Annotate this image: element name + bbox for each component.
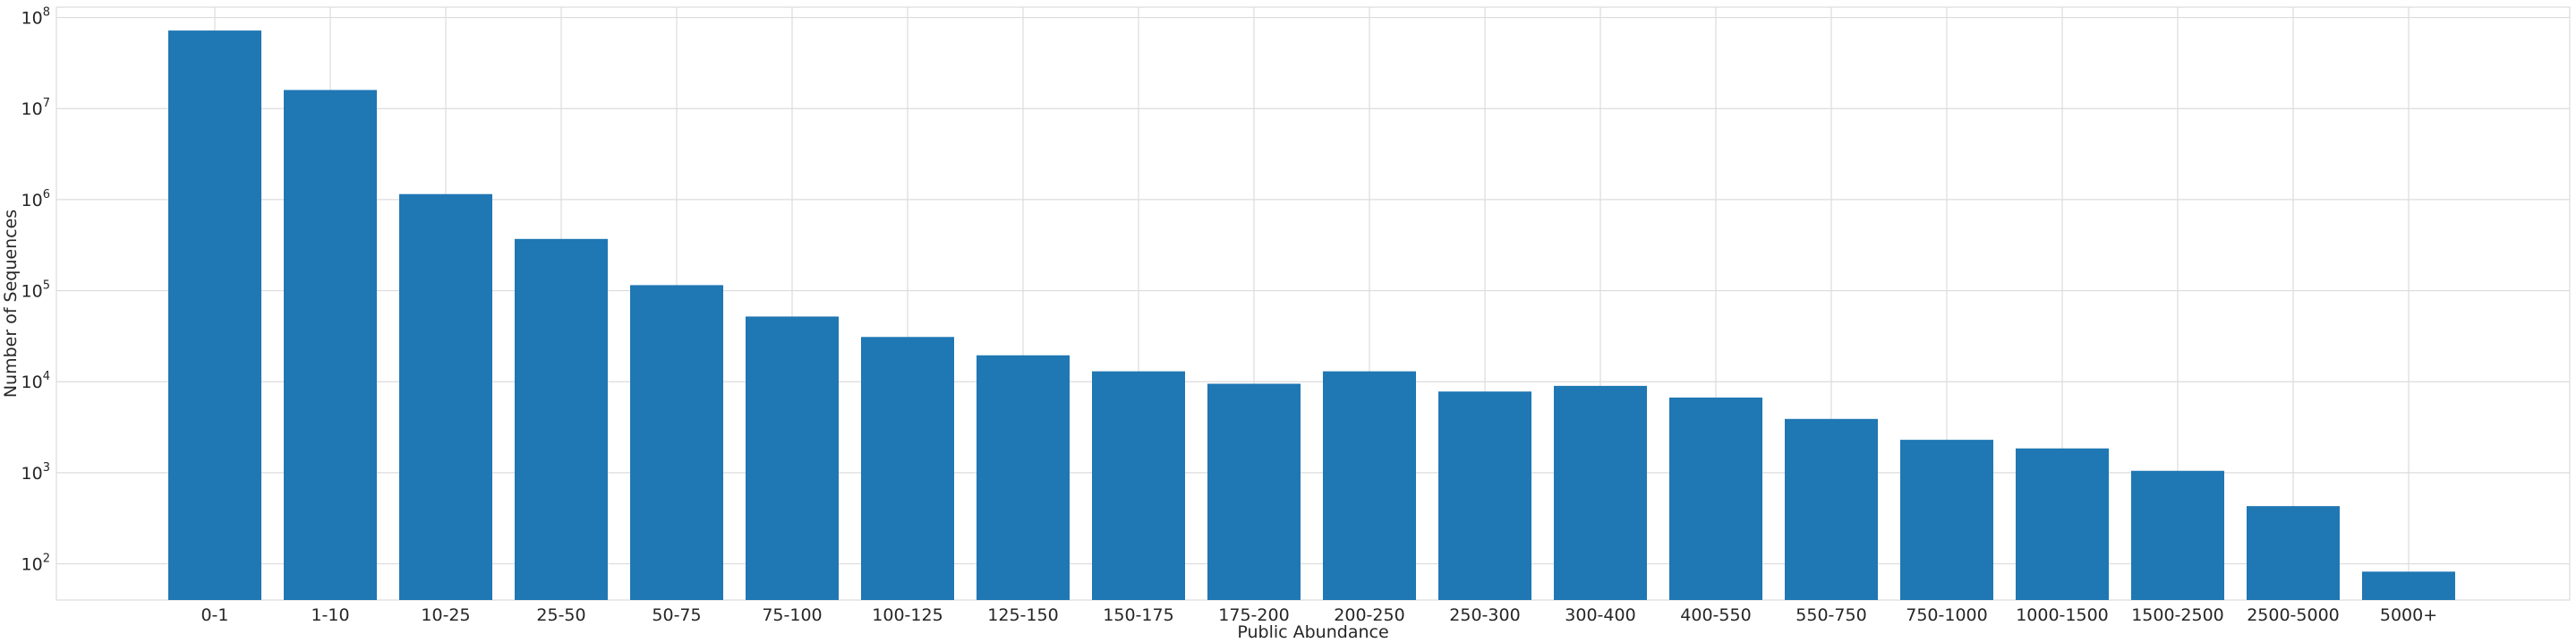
y-tick-labels: 102 103 104 105 106 107 108 (21, 6, 50, 575)
bar-25-50 (515, 238, 608, 600)
bar-175-200 (1207, 383, 1301, 600)
bar-125-150 (977, 355, 1070, 600)
bar-50-75 (630, 285, 723, 600)
x-tick-label: 50-75 (652, 605, 701, 625)
bar-300-400 (1554, 385, 1647, 600)
y-tick-label: 103 (21, 461, 50, 484)
x-tick-label: 75-100 (762, 605, 822, 625)
x-tick-label: 550-750 (1796, 605, 1866, 625)
bar-2500-5000 (2247, 506, 2340, 600)
x-tick-label: 150-175 (1103, 605, 1173, 625)
bar-400-550 (1669, 397, 1762, 600)
x-tick-label: 750-1000 (1906, 605, 1987, 625)
bar-1-10 (284, 90, 377, 600)
y-axis-label: Number of Sequences (1, 210, 21, 398)
x-tick-label: 5000+ (2380, 605, 2437, 625)
bars (168, 30, 2455, 600)
x-tick-label: 250-300 (1449, 605, 1520, 625)
bar-1000-1500 (2016, 448, 2109, 600)
x-tick-label: 0-1 (200, 605, 228, 625)
y-tick-label: 108 (21, 6, 50, 29)
x-tick-label: 200-250 (1334, 605, 1404, 625)
x-tick-label: 175-200 (1218, 605, 1289, 625)
bar-100-125 (861, 337, 954, 600)
y-tick-label: 107 (21, 97, 50, 119)
x-tick-label: 1-10 (311, 605, 349, 625)
bar-550-750 (1785, 418, 1878, 600)
x-tick-label: 1000-1500 (2016, 605, 2109, 625)
y-tick-label: 106 (21, 188, 50, 210)
x-tick-label: 100-125 (872, 605, 943, 625)
y-tick-label: 105 (21, 279, 50, 302)
y-tick-label: 102 (21, 553, 50, 575)
bar-200-250 (1323, 371, 1416, 600)
y-tick-label: 104 (21, 370, 50, 392)
plot-frame (55, 6, 2571, 601)
bar-0-1 (168, 30, 261, 600)
bar-75-100 (746, 316, 839, 600)
bar-250-300 (1438, 391, 1531, 600)
x-tick-label: 125-150 (987, 605, 1058, 625)
x-tick-label: 300-400 (1565, 605, 1635, 625)
bar-750-1000 (1900, 440, 1993, 600)
x-tick-label: 1500-2500 (2131, 605, 2224, 625)
x-tick-label: 400-550 (1680, 605, 1751, 625)
bar-1500-2500 (2131, 470, 2224, 600)
bar-150-175 (1092, 371, 1185, 600)
bar-10-25 (399, 193, 492, 600)
bar-5000+ (2362, 571, 2455, 600)
x-axis-label: Public Abundance (1237, 622, 1388, 642)
x-tick-labels: 0-1 1-10 10-25 25-50 50-75 75-100 100-125 125-1… (200, 605, 2437, 625)
x-tick-label: 25-50 (536, 605, 585, 625)
x-tick-label: 2500-5000 (2247, 605, 2340, 625)
x-tick-label: 10-25 (421, 605, 470, 625)
